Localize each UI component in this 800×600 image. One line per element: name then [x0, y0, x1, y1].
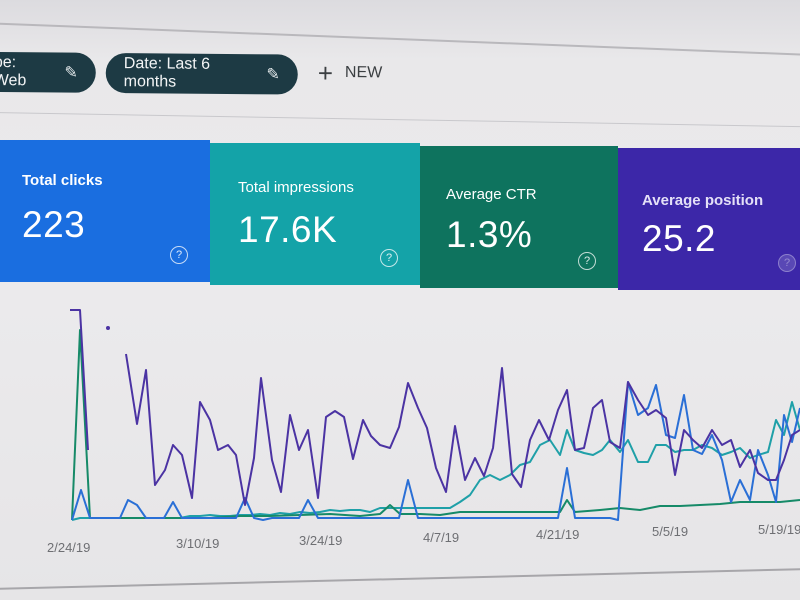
bezel-line [0, 567, 800, 590]
chip-label: pe: Web [0, 53, 27, 90]
plus-icon: + [317, 57, 334, 88]
filter-bar: pe: Web ✎ Date: Last 6 months ✎ + NEW [0, 46, 800, 113]
pencil-icon[interactable]: ✎ [64, 64, 78, 82]
help-icon[interactable]: ? [170, 246, 188, 264]
x-axis-tick-label: 5/19/19 [758, 522, 800, 537]
data-point [106, 326, 110, 330]
x-axis-tick-label: 2/24/19 [47, 540, 91, 555]
card-total-impressions[interactable]: Total impressions 17.6K ? [210, 143, 420, 285]
series-line-total-clicks [71, 381, 800, 521]
card-total-clicks[interactable]: Total clicks 223 ? [0, 140, 210, 282]
card-value: 25.2 [642, 218, 717, 259]
divider [0, 112, 800, 128]
chip-label: Date: Last 6 months [123, 55, 211, 91]
card-value: 1.3% [446, 214, 533, 255]
x-axis-tick-label: 3/10/19 [176, 536, 220, 551]
card-label: Average CTR [446, 186, 537, 203]
series-line-total-impressions [71, 401, 800, 521]
filter-chip-search-type[interactable]: pe: Web ✎ [0, 51, 96, 93]
help-icon[interactable]: ? [778, 254, 796, 272]
performance-chart[interactable]: 2/24/19 3/10/19 3/24/19 4/7/19 4/21/19 5/5/19… [0, 290, 800, 560]
pencil-icon[interactable]: ✎ [266, 66, 280, 84]
chart-plot [70, 309, 800, 521]
card-value: 223 [22, 204, 86, 245]
series-line-average-position [70, 309, 800, 506]
new-filter-button[interactable]: + NEW [317, 57, 383, 88]
new-button-label: NEW [344, 64, 383, 82]
card-average-position[interactable]: Average position 25.2 ? [618, 148, 800, 290]
metric-cards: Total clicks 223 ? Total impressions 17.… [0, 140, 800, 290]
card-average-ctr[interactable]: Average CTR 1.3% ? [420, 146, 618, 288]
x-axis-tick-label: 4/21/19 [536, 527, 580, 542]
card-label: Total impressions [238, 179, 354, 196]
series-line-average-ctr [71, 329, 800, 521]
filter-chip-date[interactable]: Date: Last 6 months ✎ [105, 52, 298, 95]
x-axis-tick-label: 4/7/19 [423, 530, 460, 545]
x-axis-tick-label: 3/24/19 [299, 533, 343, 548]
card-label: Total clicks [22, 172, 103, 189]
card-label: Average position [642, 192, 764, 209]
help-icon[interactable]: ? [380, 249, 398, 267]
card-value: 17.6K [238, 209, 338, 250]
help-icon[interactable]: ? [578, 252, 596, 270]
x-axis-tick-label: 5/5/19 [652, 524, 689, 539]
x-axis-labels: 2/24/19 3/10/19 3/24/19 4/7/19 4/21/19 5/5/19… [0, 522, 800, 560]
